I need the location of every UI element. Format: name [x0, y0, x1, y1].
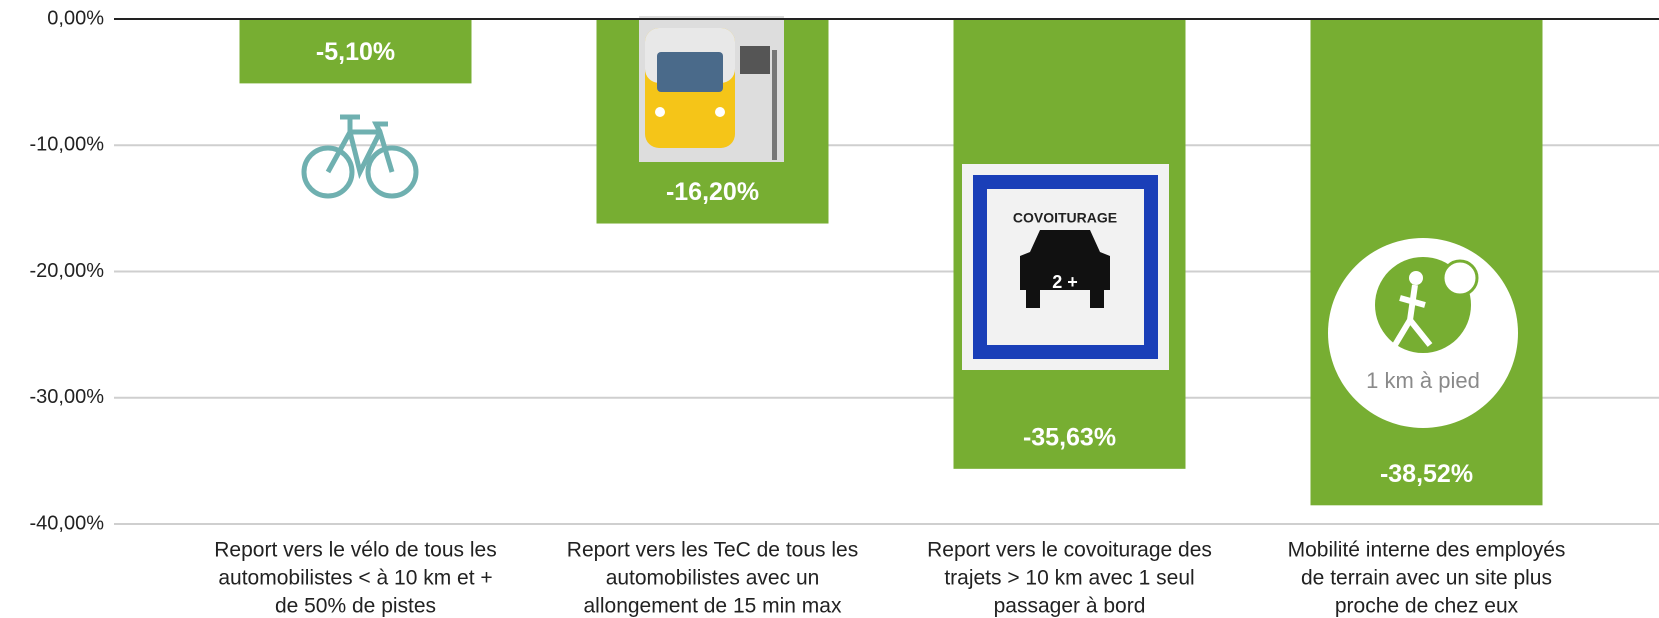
y-tick-label: -30,00%: [30, 386, 105, 408]
x-tick-label: Report vers le covoiturage des: [927, 539, 1212, 562]
x-tick-label: allongement de 15 min max: [584, 595, 842, 618]
y-tick-label: 0,00%: [47, 7, 104, 29]
x-tick-label: automobilistes avec un: [606, 567, 820, 590]
y-tick-label: -40,00%: [30, 512, 105, 534]
page: COVOITURAGE 2 + 1 km à pied 0,00% -10,00%…: [0, 0, 1659, 618]
x-tick-label: trajets > 10 km avec 1 seul: [944, 567, 1194, 590]
x-tick-label: Mobilité interne des employés: [1288, 539, 1566, 562]
covoiturage-sign: COVOITURAGE 2 +: [962, 164, 1169, 370]
x-tick-label: de terrain avec un site plus: [1301, 567, 1552, 590]
y-tick-label: -20,00%: [30, 260, 105, 282]
x-tick-label: automobilistes < à 10 km et +: [218, 567, 492, 590]
value-label: -16,20%: [666, 178, 759, 206]
bars: [240, 19, 1543, 505]
bike-icon: [304, 117, 416, 196]
y-tick-label: -10,00%: [30, 134, 105, 156]
tram-icon: [639, 16, 784, 162]
x-tick-label: Report vers le vélo de tous les: [214, 539, 496, 562]
x-tick-label: Report vers les TeC de tous les: [567, 539, 858, 562]
walk-icon: 1 km à pied: [1328, 238, 1518, 428]
x-tick-label: de 50% de pistes: [275, 595, 436, 618]
walk-label: 1 km à pied: [1366, 368, 1480, 393]
chart: COVOITURAGE 2 + 1 km à pied 0,00% -10,00%…: [0, 0, 1659, 618]
value-label: -5,10%: [316, 38, 395, 66]
x-tick-label: proche de chez eux: [1335, 595, 1519, 618]
value-label: -38,52%: [1380, 460, 1473, 488]
sign-label: COVOITURAGE: [1013, 210, 1117, 226]
x-tick-label: passager à bord: [994, 595, 1146, 618]
value-label: -35,63%: [1023, 423, 1116, 451]
sign-number: 2 +: [1052, 272, 1078, 292]
